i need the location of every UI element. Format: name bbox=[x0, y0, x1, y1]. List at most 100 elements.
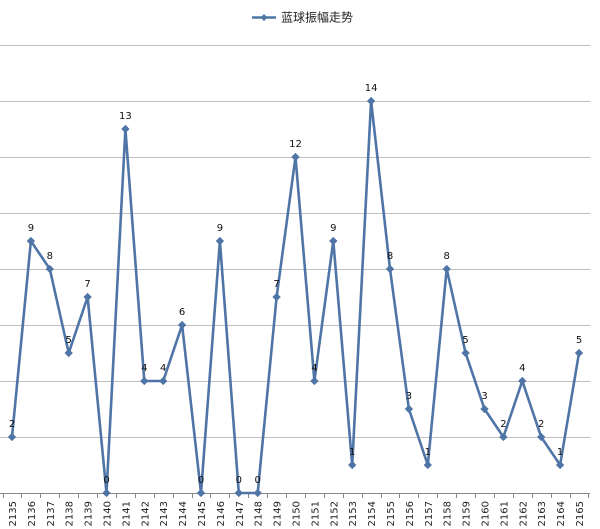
data-point bbox=[140, 376, 149, 386]
data-point bbox=[7, 432, 17, 442]
x-tick-label: 2165 bbox=[575, 501, 586, 526]
data-label: 1 bbox=[557, 447, 563, 458]
data-point bbox=[310, 376, 319, 386]
data-labels: 2 9 8 5 7 0 13 4 4 6 0 9 0 0 7 12 4 9 1 14 8 3 1 8 5 3 2 4 2 1 5 bbox=[9, 83, 582, 486]
x-tick-label: 2138 bbox=[65, 501, 76, 526]
x-tick-label: 2136 bbox=[27, 501, 38, 526]
data-label: 2 bbox=[9, 419, 15, 430]
x-tick-label: 2151 bbox=[310, 501, 321, 526]
x-tick-label: 2144 bbox=[178, 501, 189, 526]
data-point bbox=[537, 432, 546, 442]
data-label: 5 bbox=[462, 335, 468, 346]
x-tick-label: 2152 bbox=[329, 501, 340, 526]
data-point bbox=[83, 292, 92, 302]
data-point bbox=[102, 488, 111, 498]
data-point bbox=[423, 460, 432, 470]
data-point bbox=[574, 348, 584, 358]
x-tick-label: 2158 bbox=[443, 501, 454, 526]
series-markers bbox=[7, 96, 584, 498]
x-axis bbox=[0, 493, 590, 498]
data-point bbox=[121, 124, 130, 134]
data-label: 4 bbox=[141, 363, 147, 374]
x-tick-label: 2143 bbox=[159, 501, 170, 526]
x-tick-label: 2149 bbox=[273, 501, 284, 526]
data-label: 4 bbox=[160, 363, 166, 374]
x-tick-label: 2153 bbox=[348, 501, 359, 526]
x-tick-label: 2156 bbox=[405, 501, 416, 526]
data-label: 4 bbox=[311, 363, 317, 374]
x-tick-label: 2145 bbox=[197, 501, 208, 526]
data-label: 4 bbox=[519, 363, 525, 374]
x-tick-label: 2146 bbox=[216, 501, 227, 526]
x-tick-label: 2159 bbox=[462, 501, 473, 526]
data-label: 3 bbox=[406, 391, 412, 402]
data-label: 5 bbox=[66, 335, 72, 346]
x-tick-label: 2161 bbox=[499, 501, 510, 526]
data-point bbox=[385, 264, 395, 274]
data-label: 12 bbox=[289, 139, 302, 150]
data-point bbox=[272, 292, 281, 302]
x-tick-label: 2140 bbox=[103, 501, 114, 526]
data-label: 14 bbox=[365, 83, 378, 94]
data-label: 2 bbox=[500, 419, 506, 430]
data-label: 9 bbox=[217, 223, 223, 234]
data-label: 0 bbox=[103, 475, 109, 486]
x-tick-label: 2160 bbox=[481, 501, 492, 526]
data-label: 0 bbox=[236, 475, 242, 486]
x-tick-label: 2148 bbox=[254, 501, 265, 526]
x-tick-label: 2142 bbox=[140, 501, 151, 526]
x-tick-label: 2150 bbox=[292, 501, 303, 526]
data-point bbox=[26, 236, 36, 246]
data-point bbox=[196, 488, 206, 498]
data-point bbox=[159, 376, 168, 386]
data-label: 0 bbox=[198, 475, 204, 486]
data-point bbox=[45, 264, 54, 274]
data-label: 9 bbox=[330, 223, 336, 234]
data-point bbox=[234, 488, 243, 498]
data-label: 13 bbox=[119, 111, 132, 122]
data-point bbox=[499, 432, 508, 442]
data-label: 2 bbox=[538, 419, 544, 430]
data-point bbox=[366, 96, 376, 106]
x-tick-label: 2157 bbox=[424, 501, 435, 526]
data-point bbox=[555, 460, 565, 470]
x-tick-label: 2164 bbox=[556, 501, 567, 526]
data-point bbox=[253, 488, 262, 498]
data-point bbox=[329, 236, 338, 246]
data-label: 3 bbox=[481, 391, 487, 402]
x-tick-label: 2154 bbox=[367, 501, 378, 526]
x-tick-label: 2162 bbox=[518, 501, 529, 526]
x-tick-label: 2135 bbox=[8, 501, 19, 526]
data-label: 8 bbox=[444, 251, 450, 262]
data-label: 0 bbox=[255, 475, 261, 486]
x-tick-label: 2147 bbox=[235, 501, 246, 526]
data-point bbox=[64, 348, 73, 358]
data-point bbox=[177, 320, 187, 330]
x-tick-labels: 2135 2136 2137 2138 2139 2140 2141 2142 2143 2144… bbox=[8, 501, 586, 526]
legend-series-marker bbox=[260, 14, 268, 21]
x-tick-label: 2141 bbox=[121, 501, 132, 526]
data-point bbox=[442, 264, 451, 274]
x-tick-label: 2163 bbox=[537, 501, 548, 526]
data-point bbox=[480, 404, 489, 414]
x-tick-label: 2155 bbox=[386, 501, 397, 526]
data-label: 6 bbox=[179, 307, 185, 318]
data-label: 8 bbox=[47, 251, 53, 262]
data-label: 9 bbox=[28, 223, 34, 234]
data-label: 7 bbox=[273, 279, 279, 290]
gridlines bbox=[0, 45, 590, 438]
data-label: 7 bbox=[84, 279, 90, 290]
data-point bbox=[348, 460, 357, 470]
data-label: 1 bbox=[349, 447, 355, 458]
data-label: 8 bbox=[387, 251, 393, 262]
data-point bbox=[518, 376, 527, 386]
data-point bbox=[404, 404, 414, 414]
x-tick-label: 2137 bbox=[46, 501, 57, 526]
legend-series-label: 蓝球振幅走势 bbox=[281, 10, 353, 25]
x-tick-label: 2139 bbox=[84, 501, 95, 526]
data-label: 1 bbox=[425, 447, 431, 458]
data-point bbox=[461, 348, 470, 358]
data-point bbox=[215, 236, 225, 246]
legend: 蓝球振幅走势 bbox=[252, 10, 353, 25]
